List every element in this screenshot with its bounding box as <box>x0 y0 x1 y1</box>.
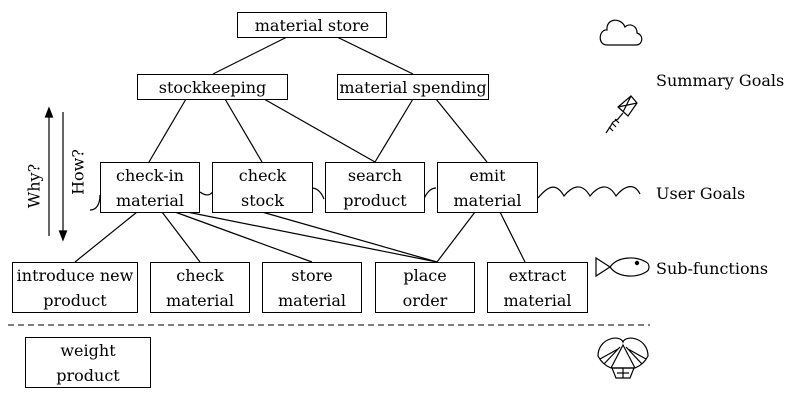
how-label: How? <box>68 149 88 195</box>
box-check-in-material: check-in material <box>100 162 200 213</box>
connector-checkin-introduce <box>74 211 138 263</box>
connector-checkin-placeorder <box>186 211 438 263</box>
box-emit-material: emit material <box>437 162 538 213</box>
box-stockkeeping: stockkeeping <box>137 74 288 100</box>
box-store-material: store material <box>262 262 362 313</box>
box-check-stock: check stock <box>212 162 313 213</box>
level-user-goals: User Goals <box>656 184 746 203</box>
cloud-icon <box>599 19 643 46</box>
box-weight-product: weight product <box>25 337 151 388</box>
connector-stockkeeping-checkstock <box>224 98 263 163</box>
box-material-spending: material spending <box>337 74 489 100</box>
connector-checkin-store <box>174 211 313 263</box>
clam-icon <box>597 337 649 379</box>
connector-emit-placeorder <box>436 211 476 263</box>
box-extract-material: extract material <box>487 262 588 313</box>
box-search-product: search product <box>325 162 425 213</box>
level-summary-goals: Summary Goals <box>656 71 785 90</box>
connector-emit-extract <box>499 211 526 263</box>
waves-icon <box>89 185 641 211</box>
connector-checkin-checkmaterial <box>161 211 201 263</box>
kite-icon <box>605 95 638 134</box>
connector-store-stockkeeping <box>212 36 288 75</box>
why-label: Why? <box>24 163 44 209</box>
connector-spending-search <box>374 98 414 163</box>
fish-icon <box>595 256 650 278</box>
connector-spending-emit <box>435 98 488 163</box>
box-check-material: check material <box>150 262 250 313</box>
connector-store-spending <box>336 36 414 75</box>
connector-stockkeeping-checkin <box>148 98 187 163</box>
box-place-order: place order <box>375 262 475 313</box>
connector-checkstock-placeorder <box>261 211 438 263</box>
connector-stockkeeping-search <box>263 98 376 163</box>
how-arrowhead <box>58 230 68 242</box>
why-arrowhead <box>44 106 54 118</box>
level-sub-functions: Sub-functions <box>656 259 769 278</box>
box-material-store: material store <box>237 12 387 38</box>
box-introduce-new-product: introduce new product <box>12 262 138 313</box>
